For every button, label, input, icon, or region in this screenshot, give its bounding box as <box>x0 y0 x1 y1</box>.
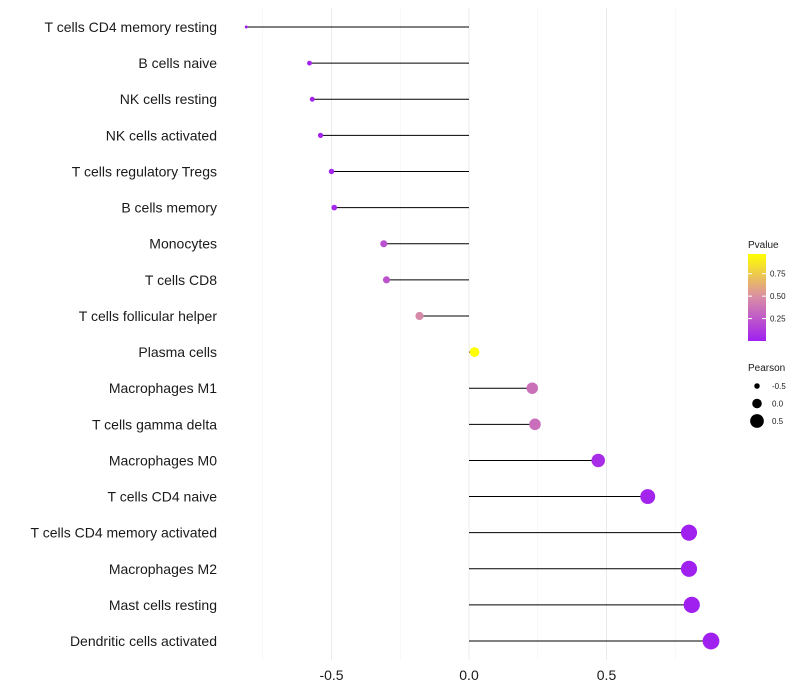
pearson-legend-title: Pearson <box>748 363 785 374</box>
size-legend-label: 0.5 <box>772 417 784 426</box>
category-label: T cells CD4 naive <box>108 489 218 505</box>
category-label: T cells CD4 memory resting <box>45 19 217 35</box>
point <box>307 60 312 66</box>
point <box>244 25 248 29</box>
category-label: NK cells resting <box>120 91 217 107</box>
category-label: NK cells activated <box>106 127 217 143</box>
size-legend-label: 0.0 <box>772 400 784 409</box>
size-legend-point <box>750 414 764 428</box>
category-label: T cells follicular helper <box>79 308 218 324</box>
category-label: Dendritic cells activated <box>70 633 217 649</box>
x-tick-label: -0.5 <box>319 667 343 683</box>
point <box>331 204 338 211</box>
point <box>469 347 480 357</box>
lollipop-stems <box>246 26 711 642</box>
x-axis-tick-labels: -0.5 0.0 0.5 <box>319 667 616 683</box>
category-label: Plasma cells <box>138 344 217 360</box>
point <box>591 453 605 468</box>
colorbar-tick-label: 0.25 <box>770 315 786 324</box>
x-tick-label: 0.5 <box>597 667 617 683</box>
category-label: Macrophages M2 <box>109 561 217 577</box>
point <box>328 168 335 175</box>
category-label: Monocytes <box>149 236 217 252</box>
point <box>702 632 720 650</box>
category-label: Mast cells resting <box>109 597 217 613</box>
point <box>680 524 698 541</box>
category-label: T cells regulatory Tregs <box>72 163 217 179</box>
category-label: B cells naive <box>138 55 217 71</box>
point <box>380 240 388 248</box>
point <box>683 596 700 614</box>
size-legend-point <box>752 398 762 409</box>
pvalue-legend-title: Pvalue <box>748 240 779 251</box>
category-label: T cells CD8 <box>145 272 217 288</box>
point <box>529 418 541 431</box>
point <box>526 382 538 394</box>
category-label: Macrophages M0 <box>109 452 217 468</box>
lollipop-points <box>244 25 720 650</box>
colorbar-tick-label: 0.75 <box>770 270 786 279</box>
point <box>415 311 424 321</box>
category-label: T cells gamma delta <box>92 416 217 432</box>
size-legend-label: -0.5 <box>772 382 786 391</box>
point <box>382 276 391 284</box>
pvalue-legend: Pvalue 0.75 0.50 0.25 <box>748 240 786 341</box>
colorbar-tick-label: 0.50 <box>770 292 786 301</box>
point <box>317 132 324 138</box>
point <box>680 560 698 577</box>
gridlines <box>262 8 676 660</box>
category-label: B cells memory <box>121 200 217 216</box>
x-tick-label: 0.0 <box>459 667 479 683</box>
point <box>309 96 315 102</box>
point <box>640 489 656 505</box>
category-label: Macrophages M1 <box>109 380 217 396</box>
category-labels: T cells CD4 memory resting B cells naive N… <box>31 19 218 649</box>
pearson-legend: Pearson -0.5 0.0 0.5 <box>748 363 786 428</box>
category-label: T cells CD4 memory activated <box>31 525 217 541</box>
size-legend-point <box>754 383 760 389</box>
pvalue-colorbar <box>748 254 766 341</box>
